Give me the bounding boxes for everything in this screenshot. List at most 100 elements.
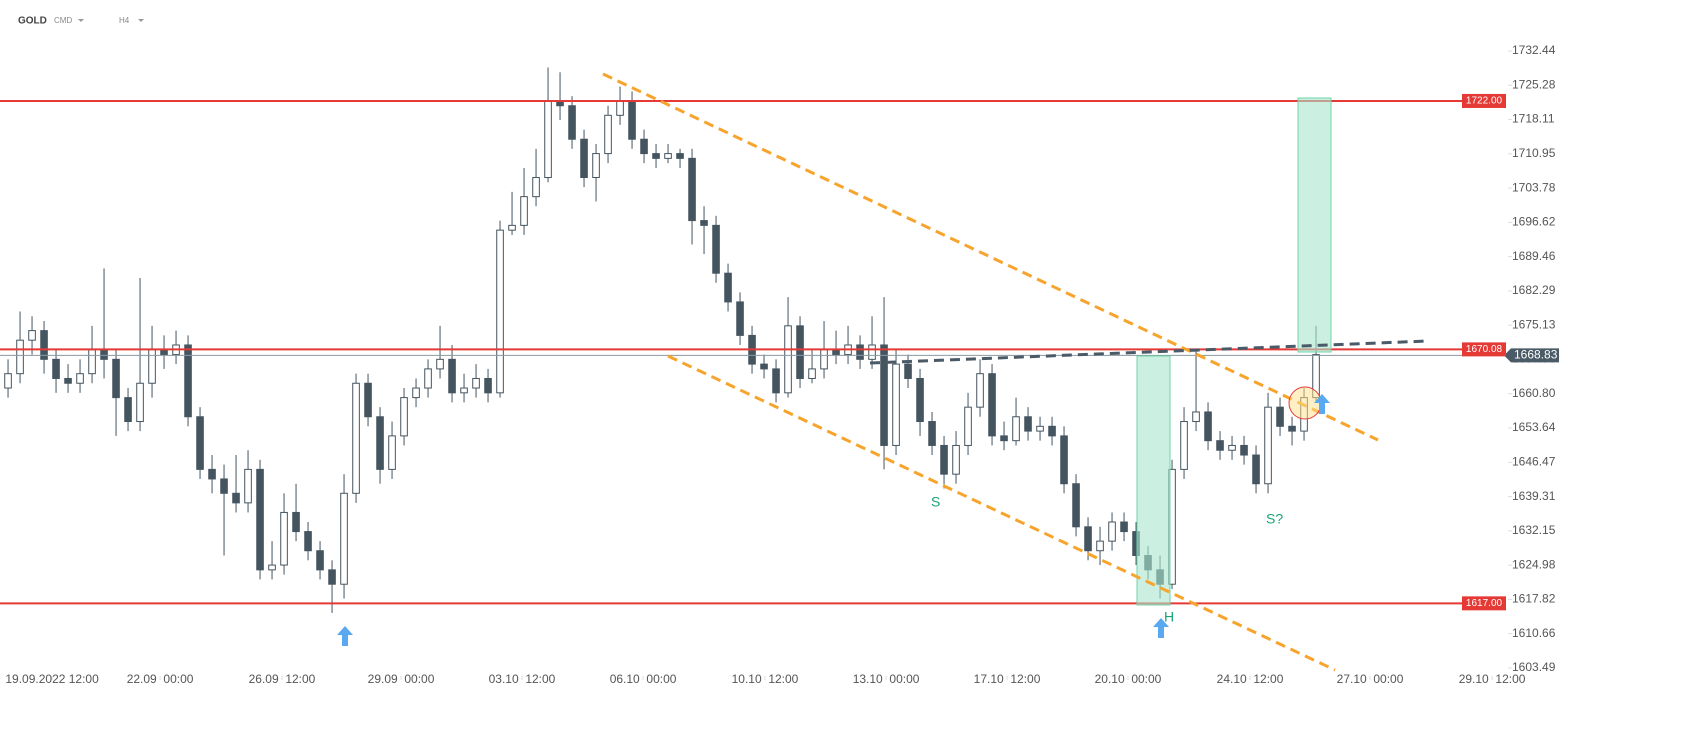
candle-body xyxy=(1288,425,1296,432)
candle-body xyxy=(412,387,420,399)
y-tick-label: 1646.47 xyxy=(1512,455,1556,469)
candle-body xyxy=(736,301,744,336)
y-tick-label: 1675.13 xyxy=(1512,317,1556,331)
candle-body xyxy=(328,569,336,585)
candle-body xyxy=(148,349,156,384)
candle-body xyxy=(316,550,324,571)
candle-body xyxy=(424,368,432,389)
y-tick-label: 1603.49 xyxy=(1512,660,1556,674)
y-tick-label: 1732.44 xyxy=(1512,43,1556,57)
candle-body xyxy=(1036,425,1044,432)
candle-body xyxy=(100,349,108,360)
candle-body xyxy=(868,344,876,360)
candle-body xyxy=(256,468,264,571)
candle-body xyxy=(1072,483,1080,528)
y-tick-label: 1682.29 xyxy=(1512,283,1556,297)
candle-body xyxy=(124,397,132,423)
candle-body xyxy=(1012,416,1020,442)
level-tag xyxy=(1462,93,1506,108)
x-tick-label: 13.10 00:00 xyxy=(853,672,920,686)
candle-body xyxy=(1000,435,1008,442)
channel-line xyxy=(667,354,1336,672)
y-tick-label: 1696.62 xyxy=(1512,215,1556,229)
x-tick-label: 27.10 00:00 xyxy=(1337,672,1404,686)
annotation: H xyxy=(1164,609,1174,625)
candle-body xyxy=(568,105,576,140)
candle-body xyxy=(628,100,636,140)
candle-body xyxy=(820,349,828,370)
x-tick-label: 29.09 00:00 xyxy=(368,672,435,686)
y-tick-label: 1660.80 xyxy=(1512,386,1556,400)
arrow-up xyxy=(1314,394,1330,414)
candle-body xyxy=(1252,454,1260,485)
candle-body xyxy=(664,153,672,159)
x-tick-label: 26.09 12:00 xyxy=(249,672,316,686)
market: CMD xyxy=(54,16,72,25)
candle-body xyxy=(856,344,864,360)
y-tick-label: 1624.98 xyxy=(1512,557,1556,571)
candle-body xyxy=(1276,406,1284,427)
candle-body xyxy=(1204,411,1212,442)
candle-body xyxy=(616,100,624,116)
drawings: S S? H xyxy=(337,72,1429,672)
y-tick-label: 1725.28 xyxy=(1512,77,1556,91)
y-tick-label: 1653.64 xyxy=(1512,420,1556,434)
candle-body xyxy=(76,373,84,384)
target-box xyxy=(1297,97,1332,353)
level-tag xyxy=(1462,342,1506,357)
candle-body xyxy=(520,196,528,226)
dropdown-icon[interactable] xyxy=(78,19,84,22)
candle-body xyxy=(1120,521,1128,533)
candle-body xyxy=(952,444,960,475)
dropdown-icon[interactable] xyxy=(138,19,144,22)
timeframe[interactable]: H4 xyxy=(119,16,130,25)
candle-body xyxy=(232,492,240,504)
candle-body xyxy=(676,153,684,159)
candle-body xyxy=(1240,444,1248,456)
symbol[interactable]: GOLD xyxy=(18,16,47,27)
candle-body xyxy=(580,138,588,179)
candle-body xyxy=(64,377,72,384)
current-price-label: 1668.83 xyxy=(1514,348,1558,362)
candle-body xyxy=(1228,444,1236,451)
candle-body xyxy=(304,531,312,552)
candle-body xyxy=(688,157,696,222)
level-label: 1722.00 xyxy=(1466,96,1503,107)
y-tick-label: 1617.82 xyxy=(1512,592,1556,606)
candle-body xyxy=(472,377,480,389)
candle-body xyxy=(292,511,300,533)
candle-body xyxy=(280,511,288,566)
y-tick-label: 1710.95 xyxy=(1512,146,1556,160)
x-tick-label: 06.10 00:00 xyxy=(610,672,677,686)
annotation: S xyxy=(931,494,940,510)
candle-body xyxy=(928,421,936,446)
x-tick-label: 20.10 00:00 xyxy=(1095,672,1162,686)
y-tick-label: 1610.66 xyxy=(1512,626,1556,640)
level-tag xyxy=(1462,596,1506,611)
candle-body xyxy=(28,330,36,341)
y-tick-label: 1639.31 xyxy=(1512,489,1556,503)
candle-body xyxy=(112,358,120,399)
candle-body xyxy=(364,382,372,418)
current-price-tag xyxy=(1504,348,1559,363)
candle-body xyxy=(964,406,972,446)
candle-body xyxy=(268,564,276,571)
x-tick-label: 17.10 12:00 xyxy=(974,672,1041,686)
candle-body xyxy=(784,325,792,394)
candle-body xyxy=(244,468,252,504)
candle-body xyxy=(340,492,348,585)
x-tick-label: 24.10 12:00 xyxy=(1217,672,1284,686)
arrow-up xyxy=(1153,618,1169,638)
candle-body xyxy=(976,373,984,408)
candle-body xyxy=(460,387,468,394)
candle-body xyxy=(808,368,816,379)
candle-body xyxy=(40,330,48,360)
candle-body xyxy=(52,358,60,379)
candle-body xyxy=(1108,521,1116,542)
candle-body xyxy=(376,416,384,470)
candle-body xyxy=(1192,411,1200,423)
candle-body xyxy=(1048,425,1056,437)
candle-body xyxy=(712,224,720,274)
candle-body xyxy=(352,382,360,494)
